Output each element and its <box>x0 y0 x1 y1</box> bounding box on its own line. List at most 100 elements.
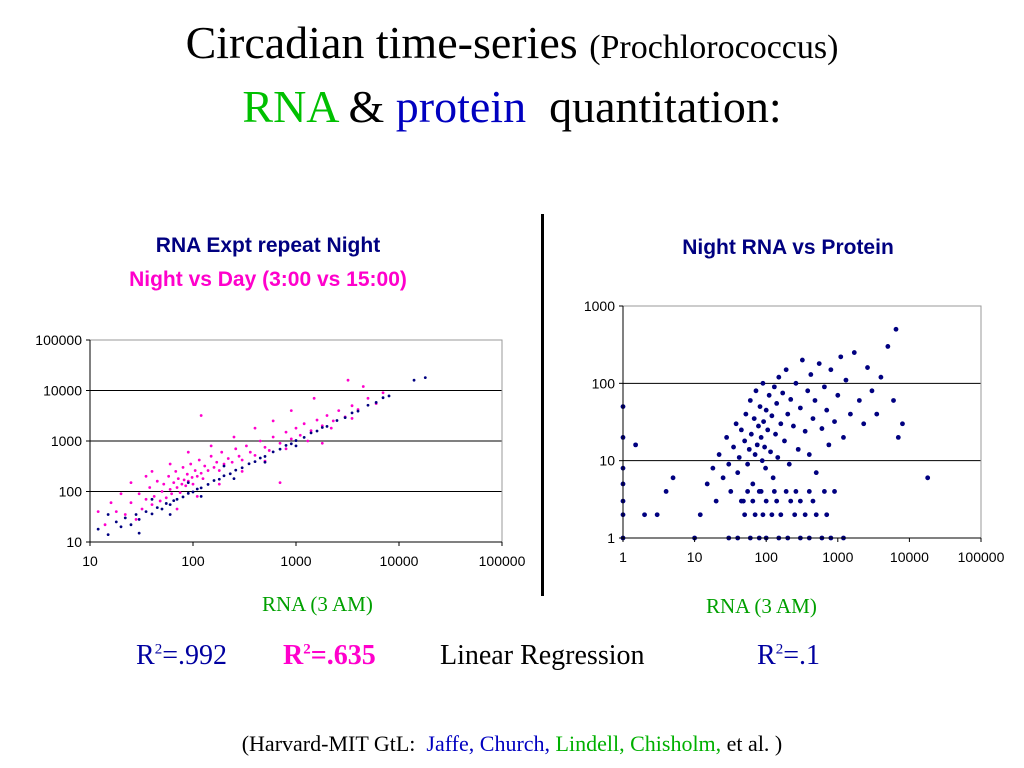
left-point-0-86 <box>150 470 154 473</box>
left-point-0-2 <box>123 513 127 516</box>
right-point-0-28 <box>742 438 748 444</box>
left-point-0-37 <box>201 477 205 481</box>
chart-left-tick-labels: 10 100 1000 10000 100000 10 100 1000 10000 100000 <box>35 332 525 569</box>
right-point-0-129 <box>797 498 803 504</box>
right-point-0-118 <box>769 512 775 518</box>
left-point-0-97 <box>284 447 288 451</box>
credit-church: Church, <box>479 731 551 756</box>
right-point-0-86 <box>838 354 844 360</box>
left-point-0-9 <box>150 503 154 507</box>
right-point-0-52 <box>769 413 775 419</box>
left-point-0-77 <box>361 385 365 388</box>
right-point-0-60 <box>780 390 786 396</box>
left-point-0-55 <box>263 445 267 449</box>
left-point-1-58 <box>106 513 110 516</box>
left-point-0-49 <box>237 454 241 458</box>
right-point-0-39 <box>756 423 761 429</box>
left-point-0-78 <box>312 396 316 400</box>
left-point-1-23 <box>217 477 221 481</box>
title-main: Circadian time-series <box>185 17 578 68</box>
left-point-0-10 <box>152 494 156 498</box>
right-point-0-54 <box>771 384 777 390</box>
right-point-0-92 <box>861 421 867 427</box>
title-ampersand: & <box>348 81 385 132</box>
left-point-0-48 <box>234 447 238 451</box>
right-point-0-88 <box>843 377 849 383</box>
right-point-0-136 <box>806 489 812 494</box>
left-point-0-84 <box>186 450 190 454</box>
left-point-0-5 <box>137 492 141 496</box>
right-point-0-37 <box>753 388 759 394</box>
left-point-1-15 <box>175 497 179 501</box>
left-point-0-34 <box>195 474 199 478</box>
left-point-0-44 <box>220 450 224 454</box>
left-point-1-13 <box>168 503 172 507</box>
left-point-0-21 <box>175 486 179 489</box>
left-point-1-46 <box>366 403 370 407</box>
left-xtick-4: 100000 <box>479 553 526 569</box>
left-point-0-89 <box>96 510 100 513</box>
right-point-0-69 <box>797 405 803 411</box>
left-point-0-51 <box>245 444 248 448</box>
right-point-0-55 <box>773 431 778 437</box>
right-plot-border <box>622 305 982 539</box>
slide-title-line2: RNA & protein quantitation: <box>0 84 1024 130</box>
left-point-1-41 <box>325 424 329 428</box>
right-point-0-91 <box>856 398 862 403</box>
left-point-0-8 <box>148 486 152 489</box>
left-point-0-35 <box>197 458 201 462</box>
chart-right-axes <box>619 305 982 542</box>
right-point-0-56 <box>774 401 780 406</box>
right-point-0-137 <box>822 489 827 494</box>
left-point-0-30 <box>189 462 193 466</box>
right-point-0-127 <box>774 498 780 504</box>
right-point-0-17 <box>716 452 722 457</box>
chart-rna-night-vs-day: RNA Expt repeat Night Night vs Day (3:00… <box>35 234 525 569</box>
left-point-1-49 <box>387 394 391 398</box>
left-point-0-6 <box>140 507 144 511</box>
left-point-0-85 <box>168 462 172 466</box>
left-point-0-69 <box>337 409 341 412</box>
left-point-0-88 <box>109 501 113 505</box>
chart-left-points <box>96 376 427 537</box>
left-point-0-82 <box>232 435 236 439</box>
left-xtick-1: 100 <box>181 553 205 569</box>
left-point-0-63 <box>302 422 306 426</box>
left-point-1-56 <box>263 460 267 464</box>
right-point-0-77 <box>813 470 819 476</box>
left-point-0-38 <box>203 464 207 468</box>
left-point-0-103 <box>320 441 324 445</box>
left-point-0-32 <box>191 482 195 486</box>
left-point-1-12 <box>164 502 168 505</box>
right-point-0-20 <box>726 461 732 467</box>
right-point-0-67 <box>793 380 799 386</box>
left-point-0-61 <box>294 426 298 430</box>
left-point-1-3 <box>119 525 123 529</box>
left-point-0-79 <box>289 409 293 412</box>
left-point-1-26 <box>234 468 238 472</box>
right-point-0-61 <box>782 438 787 444</box>
left-point-1-44 <box>350 411 354 415</box>
right-point-0-126 <box>763 498 769 504</box>
left-point-1-52 <box>137 531 141 535</box>
r2-left-base: R <box>136 640 155 671</box>
right-point-0-63 <box>785 411 791 417</box>
left-point-0-17 <box>168 488 172 491</box>
left-point-0-33 <box>193 469 197 472</box>
right-point-0-115 <box>742 512 748 518</box>
right-point-0-81 <box>824 407 830 413</box>
left-point-0-39 <box>206 469 210 472</box>
right-point-0-85 <box>835 392 841 398</box>
left-point-0-22 <box>176 477 180 481</box>
left-ytick-4: 100000 <box>35 332 82 348</box>
r2-right-value: =.1 <box>783 640 820 671</box>
left-point-0-1 <box>114 510 118 513</box>
right-point-0-116 <box>752 512 758 518</box>
right-point-0-95 <box>874 411 880 417</box>
right-point-0-57 <box>775 455 781 460</box>
left-point-0-90 <box>119 492 123 496</box>
right-point-0-23 <box>733 421 739 427</box>
right-ytick-0: 1 <box>607 530 615 546</box>
right-xtick-0: 1 <box>619 549 627 565</box>
right-point-0-18 <box>720 475 726 481</box>
